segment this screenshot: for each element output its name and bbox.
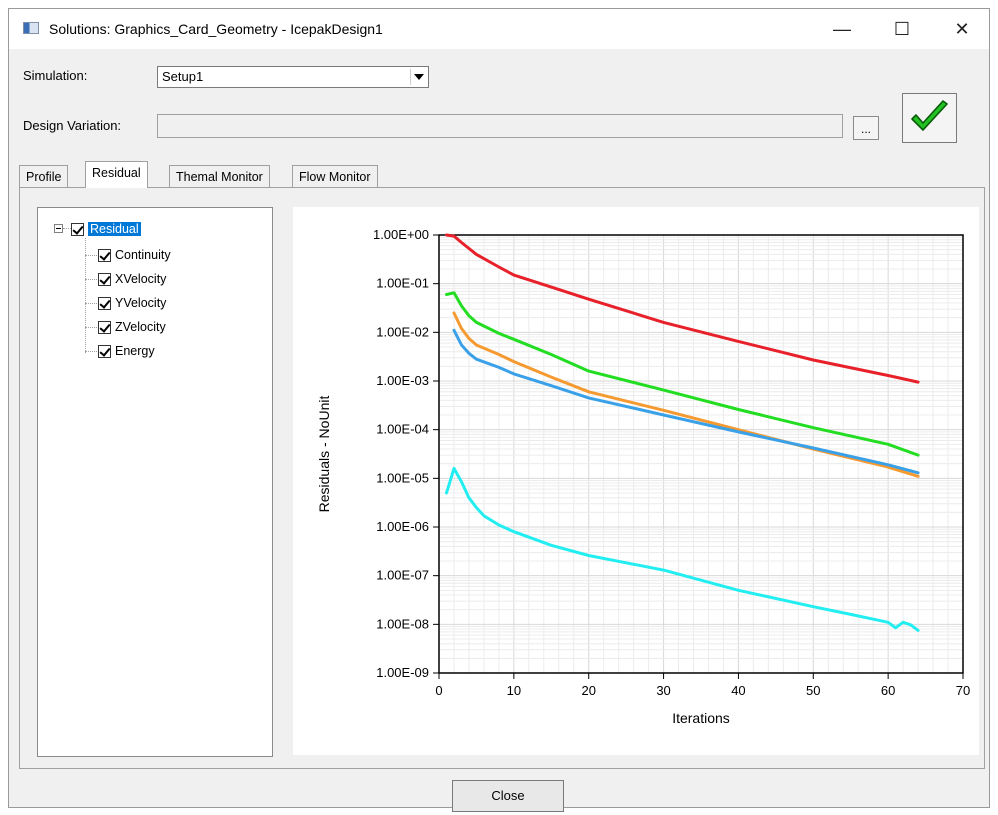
x-tick-label: 70 — [956, 683, 970, 698]
y-tick-label: 1.00E-03 — [376, 373, 429, 388]
x-tick-label: 50 — [806, 683, 820, 698]
close-button[interactable]: Close — [452, 780, 564, 812]
minimize-button[interactable]: — — [833, 18, 851, 39]
series-line-3 — [452, 328, 920, 475]
tree-item-label: Energy — [115, 344, 155, 358]
tab-profile[interactable]: Profile — [19, 165, 69, 187]
checkbox-zvelocity[interactable] — [98, 320, 111, 334]
checkbox-residual[interactable] — [71, 222, 84, 236]
tree-item-zvelocity[interactable]: ZVelocity — [98, 318, 166, 336]
collapse-icon[interactable] — [54, 224, 63, 233]
series-line-1 — [445, 291, 920, 457]
app-icon — [23, 22, 39, 34]
checkbox-xvelocity[interactable] — [98, 272, 111, 286]
x-tick-label: 30 — [656, 683, 670, 698]
close-window-button[interactable]: ✕ — [954, 18, 970, 39]
design-variation-label: Design Variation: — [23, 118, 122, 133]
x-tick-label: 10 — [507, 683, 521, 698]
y-tick-label: 1.00E-04 — [376, 422, 429, 437]
simulation-select[interactable]: Setup1 — [157, 66, 429, 88]
residual-chart-area: 1.00E+00 1.00E-01 1.00E-02 1.00E-03 1.00E-04… — [293, 207, 979, 755]
y-tick-label: 1.00E-07 — [376, 568, 429, 583]
simulation-value: Setup1 — [162, 69, 204, 84]
maximize-button[interactable]: ☐ — [893, 18, 911, 39]
checkbox-energy[interactable] — [98, 344, 111, 358]
y-tick-label: 1.00E-08 — [376, 616, 429, 631]
tab-residual[interactable]: Residual — [85, 161, 148, 188]
solution-status-indicator — [902, 93, 957, 143]
x-tick-label: 40 — [731, 683, 745, 698]
window-title: Solutions: Graphics_Card_Geometry - Icep… — [49, 21, 383, 37]
x-axis-label: Iterations — [672, 710, 730, 726]
x-tick-label: 60 — [881, 683, 895, 698]
x-tick-label: 20 — [581, 683, 595, 698]
residual-tree: Residual Continuity XVelocity YVelocity … — [37, 207, 273, 757]
y-tick-label: 1.00E-09 — [376, 665, 429, 680]
solutions-window: Solutions: Graphics_Card_Geometry - Icep… — [8, 8, 990, 812]
y-tick-label: 1.00E-06 — [376, 519, 429, 534]
tree-item-continuity[interactable]: Continuity — [98, 246, 171, 264]
tree-item-label: XVelocity — [115, 272, 167, 286]
tree-item-label: ZVelocity — [115, 320, 166, 334]
series-line-0 — [445, 233, 920, 384]
tree-item-xvelocity[interactable]: XVelocity — [98, 270, 166, 288]
tree-item-label: YVelocity — [115, 296, 167, 310]
tab-themal-monitor[interactable]: Themal Monitor — [169, 165, 270, 187]
series-line-4 — [445, 466, 920, 632]
design-variation-field[interactable] — [157, 114, 843, 138]
simulation-label: Simulation: — [23, 68, 88, 83]
tree-item-energy[interactable]: Energy — [98, 342, 155, 360]
design-variation-browse-button[interactable]: ... — [853, 116, 879, 140]
tree-item-yvelocity[interactable]: YVelocity — [98, 294, 166, 312]
residual-chart: 1.00E+00 1.00E-01 1.00E-02 1.00E-03 1.00E-04… — [316, 227, 970, 726]
chevron-down-icon[interactable] — [410, 69, 426, 85]
x-tick-label: 0 — [435, 683, 442, 698]
y-axis-label: Residuals - NoUnit — [316, 396, 332, 513]
tree-item-label: Continuity — [115, 248, 171, 262]
checkbox-yvelocity[interactable] — [98, 296, 111, 310]
y-tick-label: 1.00E-05 — [376, 470, 429, 485]
y-tick-label: 1.00E-01 — [376, 276, 429, 291]
tab-flow-monitor[interactable]: Flow Monitor — [292, 165, 378, 187]
tree-item-residual[interactable]: Residual — [71, 220, 141, 238]
plot-frame — [438, 234, 964, 674]
checkbox-continuity[interactable] — [98, 248, 111, 262]
title-bar: Solutions: Graphics_Card_Geometry - Icep… — [9, 9, 989, 49]
tree-item-residual-label: Residual — [88, 222, 141, 236]
check-icon — [911, 100, 948, 131]
y-tick-label: 1.00E+00 — [373, 227, 429, 242]
y-tick-label: 1.00E-02 — [376, 324, 429, 339]
